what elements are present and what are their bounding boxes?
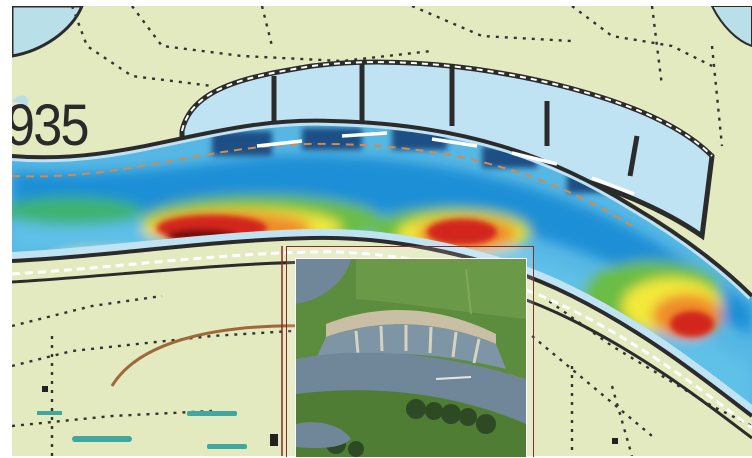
river-depth-map: 935 xyxy=(12,6,752,456)
grid-number-label: 935 xyxy=(12,93,89,158)
map-graphic xyxy=(12,6,752,456)
transect-lines xyxy=(256,131,635,196)
parcel-boundaries xyxy=(12,6,752,456)
aerial-photo-inset xyxy=(295,258,527,458)
aerial-photo-graphic xyxy=(296,259,526,457)
pond-top-left xyxy=(12,6,84,58)
groynes xyxy=(271,64,640,177)
river-north-bank xyxy=(12,118,752,298)
